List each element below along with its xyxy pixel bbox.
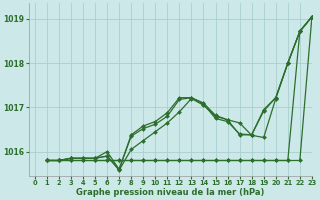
- X-axis label: Graphe pression niveau de la mer (hPa): Graphe pression niveau de la mer (hPa): [76, 188, 265, 197]
